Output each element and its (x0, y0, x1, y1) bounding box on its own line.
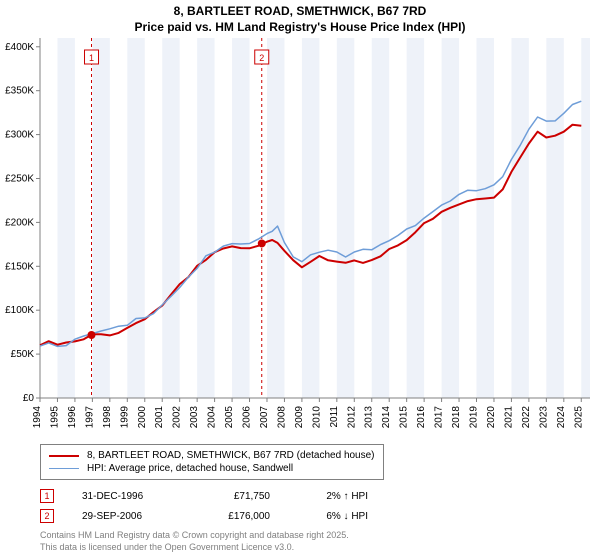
svg-text:2023: 2023 (538, 406, 549, 429)
marker-badge: 2 (40, 509, 54, 523)
svg-text:1999: 1999 (119, 406, 130, 429)
legend-item: HPI: Average price, detached house, Sand… (49, 462, 375, 475)
marker-date: 31-DEC-1996 (82, 491, 172, 502)
svg-text:2003: 2003 (189, 406, 200, 429)
svg-text:1: 1 (89, 53, 94, 63)
marker-badge: 1 (40, 489, 54, 503)
svg-text:2014: 2014 (381, 406, 392, 429)
legend: 8, BARTLEET ROAD, SMETHWICK, B67 7RD (de… (40, 444, 384, 480)
svg-text:£150K: £150K (5, 261, 34, 272)
svg-text:2025: 2025 (573, 406, 584, 429)
svg-text:2015: 2015 (399, 406, 410, 429)
chart-area: £0 £50K £100K £150K £200K £250K £300K £350K £400… (0, 38, 600, 438)
svg-text:2010: 2010 (311, 406, 322, 429)
svg-text:2018: 2018 (451, 406, 462, 429)
svg-text:£400K: £400K (5, 42, 34, 53)
footnote-line2: This data is licensed under the Open Gov… (40, 542, 349, 554)
svg-text:2004: 2004 (207, 406, 218, 429)
svg-text:2011: 2011 (329, 406, 340, 428)
svg-text:2013: 2013 (364, 406, 375, 429)
title-line1: 8, BARTLEET ROAD, SMETHWICK, B67 7RD (0, 4, 600, 20)
legend-text: HPI: Average price, detached house, Sand… (87, 463, 293, 474)
marker-pct: 2% ↑ HPI (298, 491, 368, 502)
chart-title: 8, BARTLEET ROAD, SMETHWICK, B67 7RD Pri… (0, 0, 600, 35)
svg-text:2020: 2020 (486, 406, 497, 429)
svg-text:2000: 2000 (137, 406, 148, 429)
svg-text:2007: 2007 (259, 406, 270, 429)
svg-text:2005: 2005 (224, 406, 235, 429)
svg-text:1994: 1994 (32, 406, 43, 429)
title-line2: Price paid vs. HM Land Registry's House … (0, 20, 600, 36)
marker-price: £71,750 (200, 491, 270, 502)
legend-swatch-red (49, 455, 79, 457)
legend-item: 8, BARTLEET ROAD, SMETHWICK, B67 7RD (de… (49, 449, 375, 462)
svg-text:1997: 1997 (84, 406, 95, 429)
svg-text:2022: 2022 (521, 406, 532, 429)
footnote: Contains HM Land Registry data © Crown c… (40, 530, 349, 553)
marker-date: 29-SEP-2006 (82, 511, 172, 522)
legend-text: 8, BARTLEET ROAD, SMETHWICK, B67 7RD (de… (87, 450, 375, 461)
marker-row: 2 29-SEP-2006 £176,000 6% ↓ HPI (40, 506, 368, 526)
svg-text:£200K: £200K (5, 217, 34, 228)
svg-text:2017: 2017 (434, 406, 445, 429)
svg-text:2024: 2024 (556, 406, 567, 429)
chart-svg: £0 £50K £100K £150K £200K £250K £300K £350K £400… (0, 38, 600, 438)
marker-row: 1 31-DEC-1996 £71,750 2% ↑ HPI (40, 486, 368, 506)
svg-text:2001: 2001 (154, 406, 165, 429)
footnote-line1: Contains HM Land Registry data © Crown c… (40, 530, 349, 542)
svg-text:£250K: £250K (5, 173, 34, 184)
svg-text:£300K: £300K (5, 130, 34, 141)
svg-text:£350K: £350K (5, 86, 34, 97)
svg-text:£100K: £100K (5, 305, 34, 316)
svg-text:£0: £0 (23, 393, 35, 404)
marker-table: 1 31-DEC-1996 £71,750 2% ↑ HPI 2 29-SEP-… (40, 486, 368, 526)
svg-text:2006: 2006 (242, 406, 253, 429)
svg-text:1995: 1995 (49, 406, 60, 429)
svg-text:2016: 2016 (416, 406, 427, 429)
svg-text:2021: 2021 (503, 406, 514, 429)
svg-text:2009: 2009 (294, 406, 305, 429)
svg-text:2002: 2002 (172, 406, 183, 429)
svg-text:1996: 1996 (67, 406, 78, 429)
svg-text:2008: 2008 (276, 406, 287, 429)
marker-price: £176,000 (200, 511, 270, 522)
svg-text:2: 2 (259, 53, 264, 63)
svg-text:2012: 2012 (346, 406, 357, 429)
svg-text:1998: 1998 (102, 406, 113, 429)
svg-text:2019: 2019 (469, 406, 480, 429)
legend-swatch-blue (49, 468, 79, 470)
marker-pct: 6% ↓ HPI (298, 511, 368, 522)
svg-text:£50K: £50K (11, 349, 35, 360)
